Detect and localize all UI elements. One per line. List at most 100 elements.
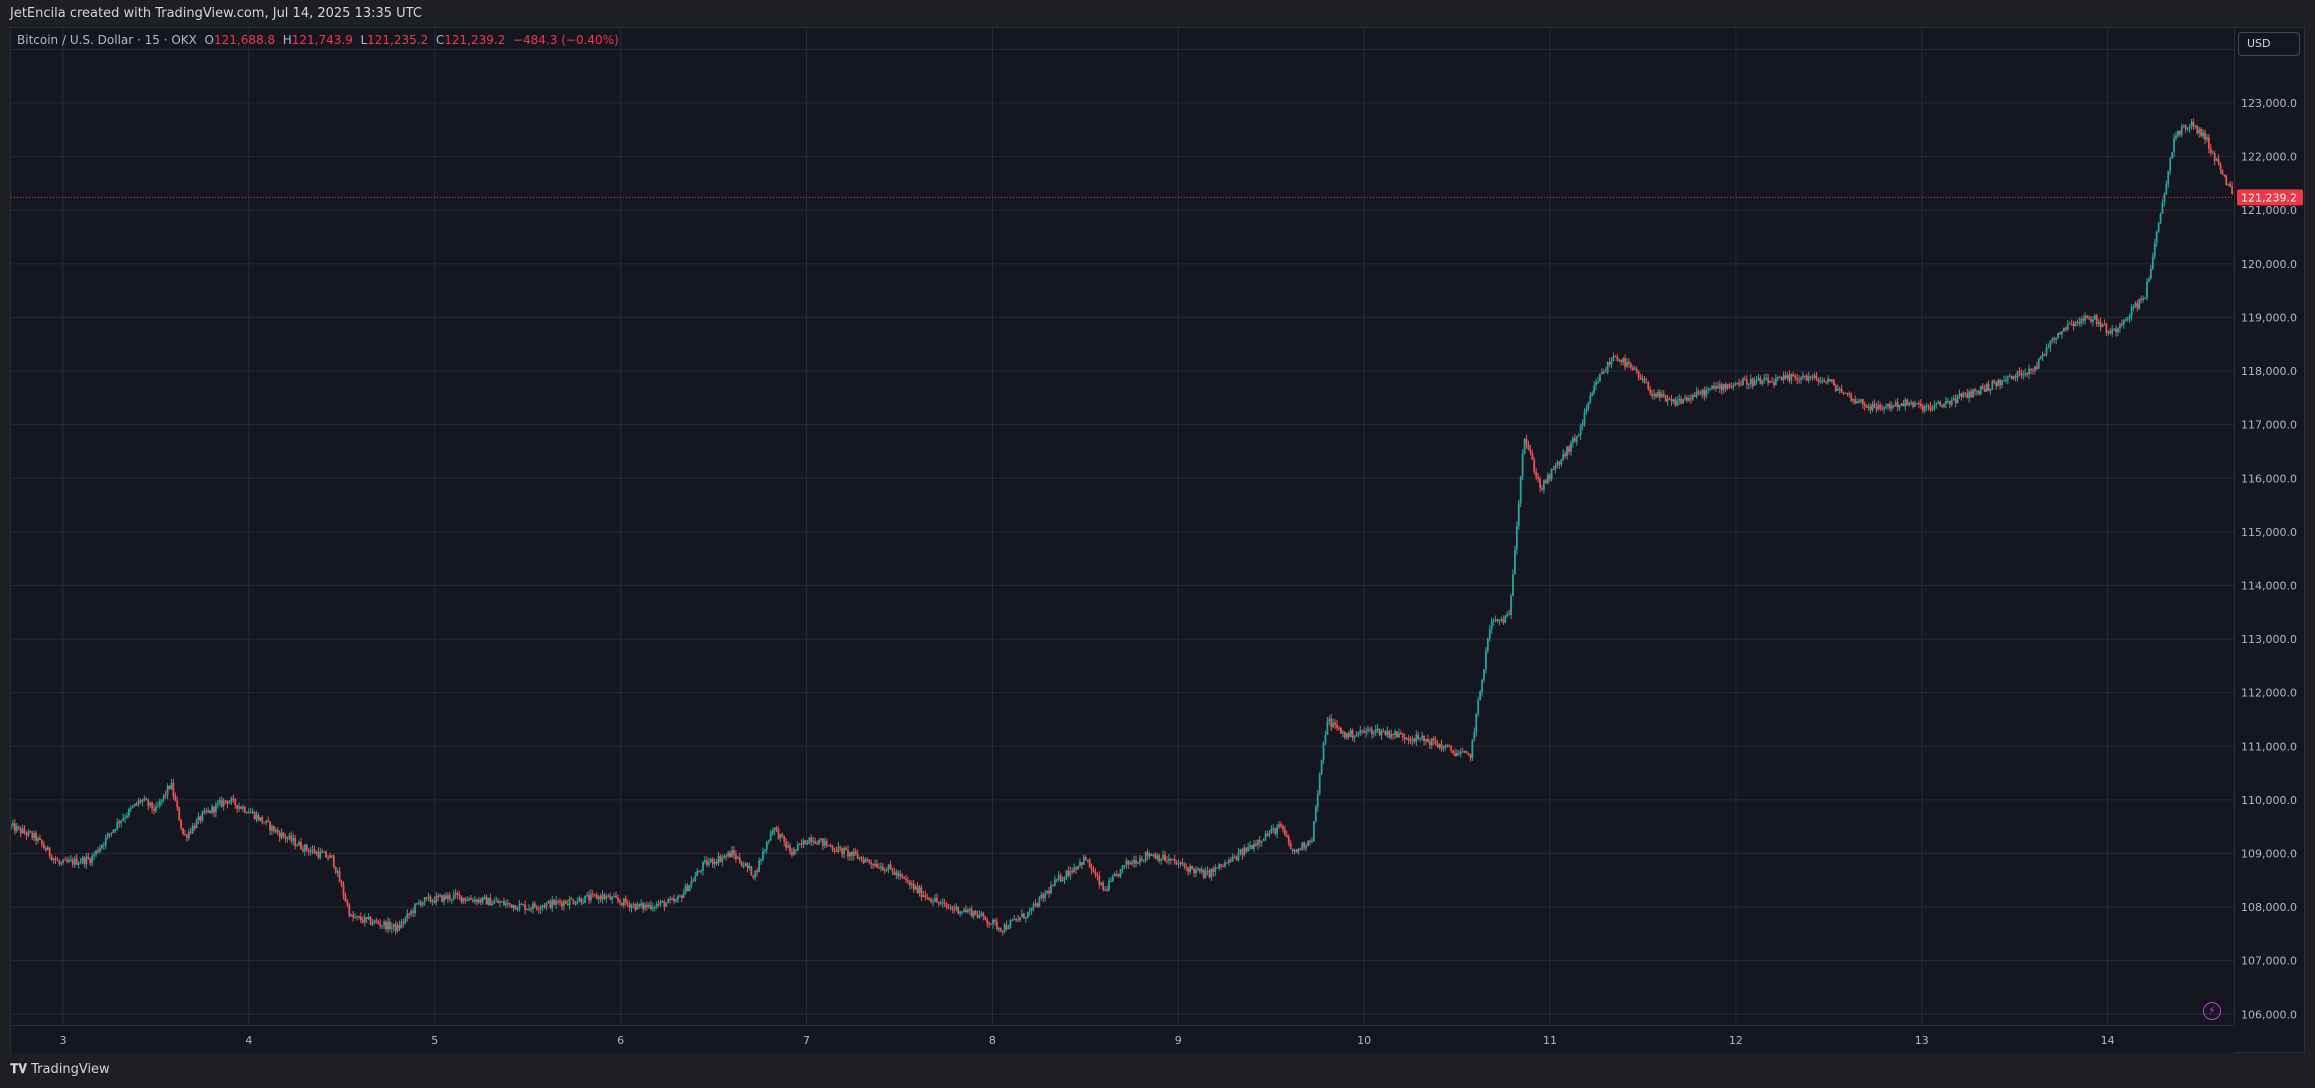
candle-body bbox=[1378, 728, 1381, 736]
candle-body bbox=[1084, 857, 1087, 861]
candle-body bbox=[709, 859, 712, 863]
candle-body bbox=[677, 896, 679, 901]
candle-body bbox=[812, 841, 815, 843]
candle-body bbox=[1146, 852, 1149, 857]
candle-body bbox=[419, 902, 422, 906]
candle-body bbox=[879, 866, 882, 868]
candle-body bbox=[895, 872, 898, 876]
lightning-icon[interactable]: ⚡ bbox=[2203, 1002, 2221, 1020]
candle-body bbox=[539, 907, 542, 910]
candle-body bbox=[833, 849, 836, 851]
candle-body bbox=[1701, 389, 1704, 395]
candle-body bbox=[771, 830, 774, 834]
candle-body bbox=[1428, 741, 1431, 746]
candle-body bbox=[369, 916, 372, 925]
candle-body bbox=[290, 835, 293, 841]
price-chart[interactable] bbox=[11, 28, 2234, 1025]
candle-body bbox=[750, 866, 753, 876]
candle-body bbox=[236, 805, 239, 809]
candle-body bbox=[1278, 824, 1280, 827]
candle-body bbox=[1448, 745, 1451, 747]
candle-body bbox=[661, 901, 664, 903]
candle-body bbox=[25, 832, 28, 836]
candle-body bbox=[421, 902, 424, 906]
candle-body bbox=[1883, 407, 1886, 409]
candle-body bbox=[572, 899, 575, 904]
candle-body bbox=[1363, 731, 1366, 733]
candle-body bbox=[2190, 122, 2193, 128]
candle-body bbox=[1705, 390, 1708, 397]
candle-body bbox=[62, 859, 65, 863]
price-tick-label: 119,000.0 bbox=[2241, 311, 2297, 324]
candle-body bbox=[1123, 865, 1126, 867]
symbol-label[interactable]: Bitcoin / U.S. Dollar · 15 · OKX bbox=[17, 33, 197, 47]
price-tick-label: 121,000.0 bbox=[2241, 204, 2297, 217]
price-axis[interactable]: 124,000.0123,000.0122,000.0121,000.0120,… bbox=[2234, 28, 2304, 1025]
candle-body bbox=[1846, 392, 1849, 394]
candle-body bbox=[1529, 449, 1532, 453]
candle-body bbox=[385, 921, 387, 930]
candle-body bbox=[1527, 444, 1530, 450]
candle-body bbox=[2039, 357, 2042, 360]
candle-body bbox=[93, 854, 96, 856]
candle-body bbox=[147, 800, 150, 806]
time-axis[interactable]: 3 4 5 6 7 8 9 10 11 12 13 14 bbox=[11, 1025, 2234, 1053]
candle-body bbox=[58, 861, 61, 864]
time-tick-label: 8 bbox=[989, 1034, 996, 1047]
candle-body bbox=[1260, 841, 1263, 843]
candle-body bbox=[479, 899, 482, 903]
currency-button[interactable]: USD bbox=[2238, 32, 2300, 56]
candle-body bbox=[959, 911, 962, 914]
candle-body bbox=[1684, 397, 1686, 400]
candle-body bbox=[2182, 125, 2185, 127]
candle-body bbox=[1341, 731, 1344, 734]
candle-body bbox=[249, 812, 252, 814]
candle-body bbox=[1713, 385, 1715, 389]
candle-body bbox=[243, 806, 246, 813]
candle-body bbox=[914, 886, 917, 890]
candle-body bbox=[356, 916, 358, 918]
candle-body bbox=[866, 859, 869, 861]
candle-body bbox=[2194, 125, 2197, 127]
tradingview-logo[interactable]: 𝐓𝐕 TradingView bbox=[10, 1062, 110, 1077]
candle-body bbox=[1993, 380, 1996, 383]
candle-body bbox=[700, 870, 702, 872]
candle-body bbox=[2020, 372, 2023, 376]
candle-body bbox=[1241, 849, 1244, 856]
candle-body bbox=[1689, 398, 1692, 400]
candle-body bbox=[1753, 380, 1756, 387]
candle-body bbox=[97, 850, 99, 852]
candle-body bbox=[715, 861, 718, 864]
candle-body bbox=[1657, 391, 1659, 397]
candle-body bbox=[1233, 856, 1236, 858]
candle-body bbox=[798, 843, 801, 845]
candle-body bbox=[1593, 385, 1596, 394]
candle-body bbox=[37, 837, 39, 841]
candle-body bbox=[199, 816, 202, 821]
candle-body bbox=[1384, 731, 1387, 735]
candle-body bbox=[2080, 318, 2083, 324]
candle-body bbox=[271, 825, 273, 831]
price-tick-label: 120,000.0 bbox=[2241, 258, 2297, 271]
candle-body bbox=[1372, 732, 1375, 735]
candle-body bbox=[849, 852, 851, 857]
candle-body bbox=[1003, 924, 1006, 932]
chart-plot-area[interactable] bbox=[11, 28, 2234, 1025]
candle-body bbox=[160, 799, 163, 802]
candle-body bbox=[907, 880, 909, 882]
candle-body bbox=[1875, 407, 1878, 410]
candle-body bbox=[1177, 863, 1180, 865]
candle-body bbox=[1229, 859, 1232, 862]
candle-body bbox=[1914, 403, 1916, 407]
candle-body bbox=[963, 909, 965, 912]
candle-body bbox=[1032, 903, 1035, 908]
candle-body bbox=[104, 837, 107, 845]
candle-body bbox=[1444, 745, 1447, 748]
candle-body bbox=[1736, 382, 1739, 384]
candle-body bbox=[1214, 867, 1217, 873]
candle-body bbox=[1604, 371, 1607, 373]
candle-body bbox=[1784, 375, 1787, 379]
candle-body bbox=[470, 898, 472, 900]
candle-body bbox=[280, 832, 283, 838]
candle-body bbox=[2113, 328, 2116, 330]
